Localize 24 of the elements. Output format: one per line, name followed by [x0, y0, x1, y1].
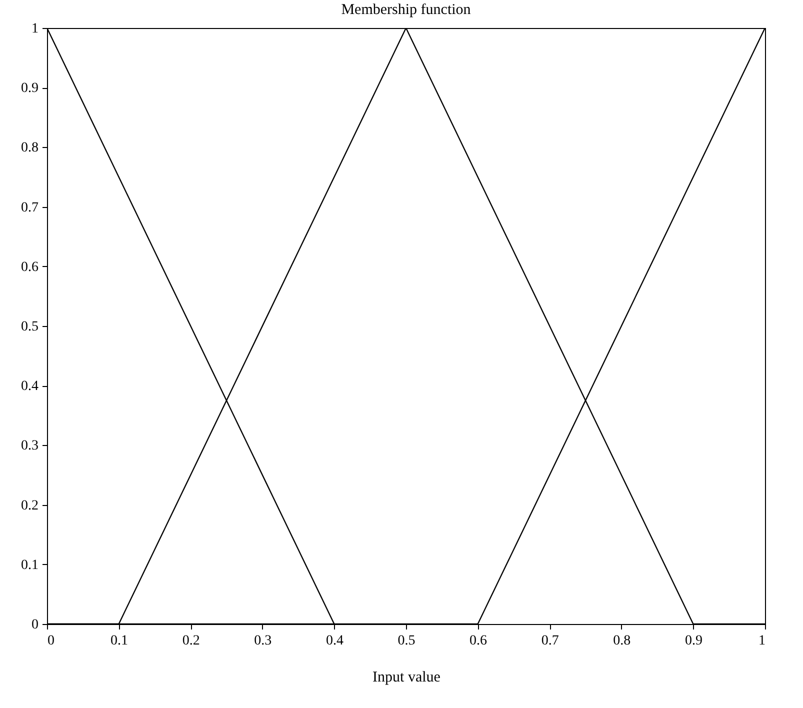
- y-tick-label: 0.4: [21, 379, 38, 394]
- x-tick-label: 0.7: [541, 634, 559, 648]
- y-tick-label: 0.8: [21, 140, 38, 156]
- y-tick-label: 0.6: [21, 260, 38, 275]
- y-tick-label: 0.3: [21, 438, 38, 454]
- y-tick-label: 1: [32, 22, 38, 36]
- x-tick-label: 0.1: [110, 634, 128, 648]
- x-tick-label: 0.8: [613, 634, 631, 648]
- x-tick-label: 0.4: [326, 634, 344, 648]
- y-tick-label: 0.5: [21, 320, 38, 334]
- y-tick-label: 0.1: [21, 558, 38, 573]
- x-tick-label: 0.2: [182, 634, 200, 648]
- x-tick-label: 0.9: [684, 634, 702, 648]
- chart-title: Membership function: [341, 2, 472, 18]
- x-tick-label: 0.6: [470, 634, 488, 648]
- x-tick-label: 0: [48, 634, 54, 648]
- y-tick-label: 0: [32, 618, 38, 632]
- y-tick-label: 0.7: [21, 200, 38, 216]
- x-axis-title: Input value: [372, 670, 441, 686]
- y-tick-label: 0.9: [21, 81, 38, 96]
- x-tick-label: 0.3: [254, 634, 272, 648]
- x-tick-label: 0.5: [398, 634, 416, 648]
- x-tick-label: 1: [758, 634, 766, 648]
- y-tick-label: 0.2: [21, 498, 38, 514]
